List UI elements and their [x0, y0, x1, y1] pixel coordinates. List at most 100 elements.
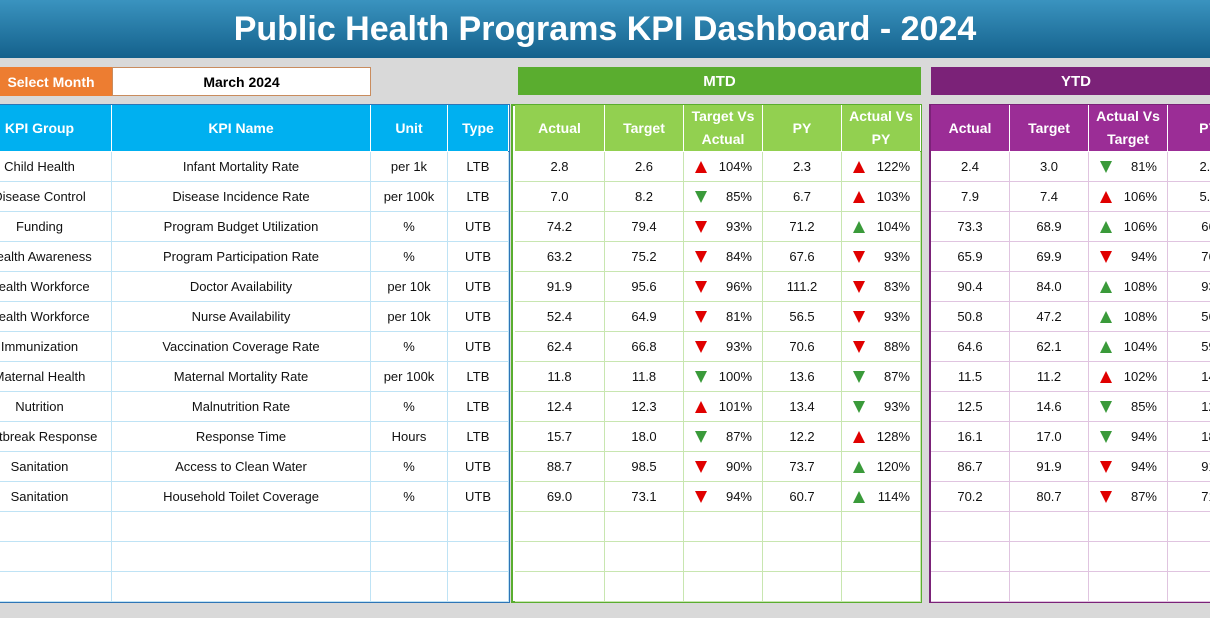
arrow-down: [853, 400, 865, 413]
arrow-up: [1100, 310, 1112, 323]
percent-cell: 103%: [842, 182, 921, 212]
cell: 8.2: [605, 182, 684, 212]
arrow-shape: [1100, 160, 1112, 173]
empty-cell: [605, 512, 684, 542]
percent-cell: 108%: [1089, 272, 1168, 302]
cell: 66: [1168, 212, 1210, 242]
cell: 64.9: [605, 302, 684, 332]
cell: Household Toilet Coverage: [112, 482, 371, 512]
column-header: Actual Vs Target: [1089, 105, 1168, 151]
percent-cell: 128%: [842, 422, 921, 452]
arrow-down: [1100, 400, 1112, 413]
percent: 114%: [877, 489, 910, 504]
cell: LTB: [448, 182, 509, 212]
cell: per 100k: [371, 182, 448, 212]
empty-cell: [112, 512, 371, 542]
arrow-shape: [1100, 460, 1112, 473]
arrow-shape: [853, 340, 865, 353]
percent-cell: 88%: [842, 332, 921, 362]
arrow-up: [695, 160, 707, 173]
empty-cell: [684, 542, 763, 572]
arrow-shape: [853, 280, 865, 293]
cell: Nurse Availability: [112, 302, 371, 332]
arrow-shape: [1100, 490, 1112, 503]
cell: 2.6: [605, 152, 684, 182]
empty-cell: [931, 512, 1010, 542]
cell: 6.7: [763, 182, 842, 212]
month-dropdown[interactable]: March 2024: [112, 67, 371, 96]
cell: 2.3: [763, 152, 842, 182]
empty-cell: [684, 512, 763, 542]
cell: per 10k: [371, 302, 448, 332]
arrow-up: [1100, 220, 1112, 233]
column-header: Target: [605, 105, 684, 151]
cell: UTB: [448, 272, 509, 302]
cell: 2.6: [1168, 152, 1210, 182]
arrow-shape: [853, 400, 865, 413]
arrow-shape: [695, 310, 707, 323]
empty-cell: [371, 572, 448, 602]
cell: Health Workforce: [0, 302, 112, 332]
arrow-shape: [853, 370, 865, 383]
arrow-up: [853, 430, 865, 443]
cell: Program Participation Rate: [112, 242, 371, 272]
empty-cell: [371, 542, 448, 572]
empty-cell: [842, 512, 921, 542]
cell: UTB: [448, 452, 509, 482]
cell: 47.2: [1010, 302, 1089, 332]
column-header: Type: [448, 105, 509, 151]
percent-cell: 114%: [842, 482, 921, 512]
percent-cell: 93%: [842, 242, 921, 272]
percent-cell: 87%: [684, 422, 763, 452]
cell: Sanitation: [0, 452, 112, 482]
arrow-shape: [853, 430, 865, 443]
cell: 65.9: [931, 242, 1010, 272]
cell: Maternal Mortality Rate: [112, 362, 371, 392]
percent: 103%: [876, 189, 910, 204]
arrow-up: [695, 400, 707, 413]
arrow-shape: [695, 250, 707, 263]
arrow-shape: [853, 310, 865, 323]
empty-cell: [515, 542, 605, 572]
arrow-shape: [695, 400, 707, 413]
cell: 74.2: [515, 212, 605, 242]
empty-cell: [931, 572, 1010, 602]
cell: 98.5: [605, 452, 684, 482]
cell: Child Health: [0, 152, 112, 182]
empty-cell: [0, 542, 112, 572]
column-header: Actual Vs PY: [842, 105, 921, 151]
percent: 93%: [883, 309, 910, 324]
cell: UTB: [448, 212, 509, 242]
arrow-shape: [1100, 250, 1112, 263]
cell: 73.3: [931, 212, 1010, 242]
arrow-down: [695, 190, 707, 203]
column-header: Target: [1010, 105, 1089, 151]
percent: 87%: [883, 369, 910, 384]
percent-cell: 100%: [684, 362, 763, 392]
arrow-down: [695, 430, 707, 443]
column-header: Actual: [515, 105, 605, 151]
arrow-shape: [1100, 190, 1112, 203]
cell: LTB: [448, 152, 509, 182]
cell: 95.6: [605, 272, 684, 302]
arrow-down: [695, 370, 707, 383]
cell: 5.9: [1168, 182, 1210, 212]
percent: 83%: [883, 279, 910, 294]
cell: 18.0: [605, 422, 684, 452]
arrow-down: [695, 490, 707, 503]
percent-cell: 87%: [1089, 482, 1168, 512]
cell: Doctor Availability: [112, 272, 371, 302]
arrow-down: [853, 310, 865, 323]
percent: 94%: [1130, 429, 1157, 444]
arrow-down: [853, 250, 865, 263]
arrow-shape: [695, 460, 707, 473]
empty-cell: [448, 572, 509, 602]
percent-cell: 96%: [684, 272, 763, 302]
percent: 101%: [718, 399, 752, 414]
percent: 81%: [725, 309, 752, 324]
arrow-shape: [853, 190, 865, 203]
cell: 3.0: [1010, 152, 1089, 182]
empty-cell: [1168, 512, 1210, 542]
ytd-header: YTD: [931, 67, 1210, 95]
